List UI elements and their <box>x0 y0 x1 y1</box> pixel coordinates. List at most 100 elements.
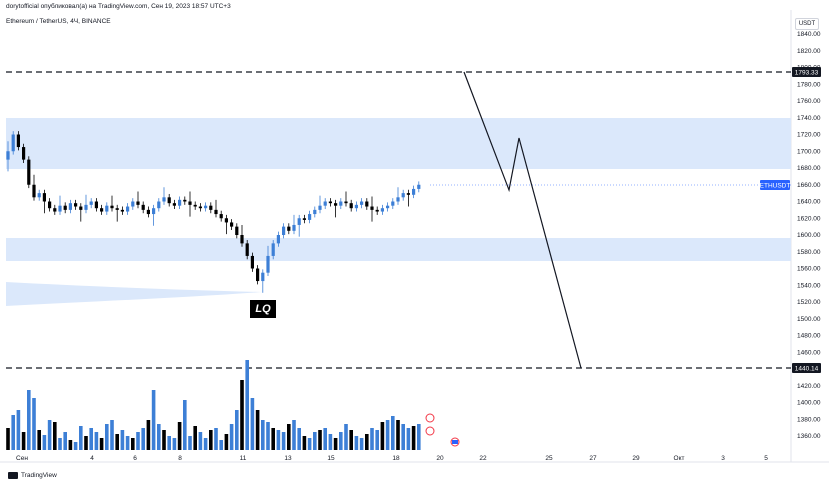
volume-bar <box>53 422 57 450</box>
volume-bar <box>79 426 83 450</box>
time-tick-label: 5 <box>764 455 768 462</box>
volume-bar <box>229 424 234 450</box>
event-icons[interactable] <box>425 413 460 447</box>
candle-body <box>79 206 83 210</box>
time-axis[interactable]: Сен 4 6 8 11 13 15 18 20 22 25 27 29 Окт 3 5 <box>16 455 768 462</box>
candle-body <box>287 226 291 231</box>
volume-bar <box>167 436 171 450</box>
price-tick-label: 1360.00 <box>797 433 821 440</box>
price-tick-label: 1380.00 <box>797 416 821 423</box>
volume-bar <box>313 432 317 450</box>
volume-bar <box>141 428 145 450</box>
time-tick-label: 27 <box>589 455 597 462</box>
volume-bar <box>328 434 333 450</box>
time-tick-label: 20 <box>436 455 444 462</box>
volume-bar <box>339 432 343 450</box>
candle-body <box>380 208 384 212</box>
volume-bar <box>73 442 78 450</box>
volume-bar <box>349 430 353 450</box>
candle-body <box>11 134 15 152</box>
price-tick-label: 1820.00 <box>797 48 821 55</box>
volume-bar <box>198 432 203 450</box>
candle-body <box>58 205 62 212</box>
volume-bar <box>146 420 151 450</box>
volume-bar <box>99 438 104 450</box>
volume-bar <box>240 380 244 450</box>
candle-body <box>22 147 26 160</box>
candle-body <box>141 204 145 210</box>
time-tick-label: Сен <box>16 455 28 462</box>
candle-body <box>94 201 98 209</box>
upper-level-tag: 1793.33 <box>792 67 821 77</box>
price-tick-label: 1680.00 <box>797 165 821 172</box>
volume-bar <box>125 436 130 450</box>
volume-bar <box>188 436 192 450</box>
volume-bar <box>6 428 10 450</box>
price-axis[interactable]: 1840.001820.001800.001780.001760.001740.… <box>797 31 821 440</box>
volume-bar <box>157 424 161 450</box>
candle-body <box>126 206 130 212</box>
dividend-event-icon[interactable] <box>425 413 435 423</box>
volume-bar <box>255 410 260 450</box>
candle-body <box>183 199 187 202</box>
currency-unit-button[interactable]: USDT <box>795 18 819 30</box>
time-tick-label: 25 <box>545 455 553 462</box>
candle-body <box>42 193 46 202</box>
price-tick-label: 1580.00 <box>797 249 821 256</box>
volume-bar <box>203 438 208 450</box>
candle-body <box>198 206 202 209</box>
candle-body <box>162 197 166 202</box>
volume-bar <box>266 422 270 450</box>
candle-body <box>219 214 223 219</box>
candle-body <box>172 203 176 206</box>
price-tick-label: 1840.00 <box>797 31 821 38</box>
candle-body <box>250 255 254 269</box>
symbol-price-tag: ETHUSDT <box>760 180 791 190</box>
volume-bar <box>287 424 291 450</box>
candle-body <box>334 203 338 206</box>
candle-body <box>152 208 156 215</box>
candle-body <box>365 201 369 207</box>
volume-bar <box>21 432 26 450</box>
liquidity-profile <box>6 282 262 306</box>
candle-body <box>328 201 332 204</box>
volume-bar <box>177 422 182 450</box>
candle-body <box>188 201 192 205</box>
candle-body <box>209 205 213 210</box>
candle-body <box>271 243 275 256</box>
time-tick-label: 11 <box>240 455 247 462</box>
volume-bar <box>84 436 88 450</box>
tradingview-logo-icon <box>8 472 18 479</box>
volume-bar <box>120 430 125 450</box>
candle-body <box>292 224 296 231</box>
candle-body <box>313 209 317 215</box>
price-tick-label: 1660.00 <box>797 182 821 189</box>
time-tick-label: 15 <box>327 455 335 462</box>
candle-body <box>261 272 265 282</box>
candle-body <box>16 134 20 148</box>
volume-bar <box>183 400 187 450</box>
price-tick-label: 1500.00 <box>797 316 821 323</box>
volume-bar <box>235 410 239 450</box>
volume-bar <box>323 428 327 450</box>
price-tick-label: 1560.00 <box>797 266 821 273</box>
tradingview-brand[interactable]: TradingView <box>8 472 57 479</box>
candle-body <box>214 209 218 215</box>
earnings-event-icon[interactable] <box>425 426 435 436</box>
symbol-tag-label: ETHUSDT <box>760 183 791 190</box>
candle-body <box>240 235 244 244</box>
candle-body <box>318 205 322 210</box>
volume-bar <box>370 428 374 450</box>
price-tick-label: 1760.00 <box>797 98 821 105</box>
candle-body <box>370 206 374 210</box>
lower-level-tag: 1440.14 <box>792 363 821 373</box>
volume-bar <box>110 420 114 450</box>
price-tick-label: 1540.00 <box>797 282 821 289</box>
time-tick-label: 22 <box>479 455 487 462</box>
price-tick-label: 1620.00 <box>797 215 821 222</box>
time-tick-label: Окт <box>674 455 685 462</box>
volume-bar <box>172 438 177 450</box>
volume-bar <box>250 398 255 450</box>
candle-body <box>276 235 280 244</box>
